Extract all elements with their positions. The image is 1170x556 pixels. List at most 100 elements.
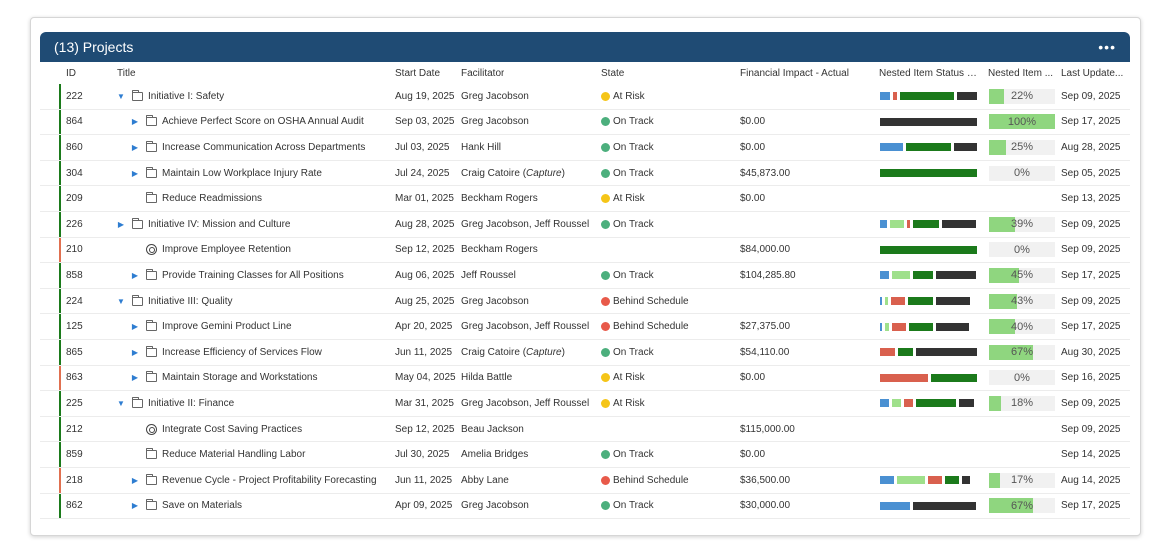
row-financial-impact: $0.00 bbox=[740, 193, 766, 205]
expand-caret-icon[interactable]: ▶ bbox=[131, 117, 139, 127]
table-row[interactable]: 859 Reduce Material Handling Labor Jul 30,… bbox=[40, 442, 1130, 468]
projects-header: (13) Projects ••• bbox=[40, 32, 1130, 62]
table-row[interactable]: 209 Reduce Readmissions Mar 01, 2025 Beckha… bbox=[40, 186, 1130, 212]
table-row[interactable]: 212 Integrate Cost Saving Practices Sep 12… bbox=[40, 416, 1130, 443]
progress-fill bbox=[989, 139, 1006, 155]
state-dot-icon bbox=[601, 270, 610, 280]
row-id: 226 bbox=[66, 218, 83, 230]
row-nested-pct-cell: 40% bbox=[989, 314, 1057, 339]
row-title-link[interactable]: Save on Materials bbox=[162, 500, 243, 512]
column-header-facilitator[interactable]: Facilitator bbox=[461, 67, 505, 79]
row-state-cell: At Risk bbox=[601, 366, 739, 391]
column-header-nested-pct[interactable]: Nested Item ... bbox=[988, 67, 1054, 79]
row-title-link[interactable]: Improve Employee Retention bbox=[162, 244, 291, 256]
row-start-date: Mar 31, 2025 bbox=[395, 397, 454, 409]
row-nested-pct-cell: 43% bbox=[989, 289, 1057, 314]
row-title-link[interactable]: Provide Training Classes for All Positio… bbox=[162, 269, 344, 281]
table-row[interactable]: 864 ▶ Achieve Perfect Score on OSHA Annual… bbox=[40, 109, 1130, 136]
column-header-title[interactable]: Title bbox=[117, 67, 136, 79]
folder-icon bbox=[132, 396, 143, 408]
expand-caret-icon[interactable]: ▶ bbox=[131, 142, 139, 152]
column-header-financial-impact[interactable]: Financial Impact - Actual bbox=[740, 67, 849, 79]
row-last-updated: Sep 16, 2025 bbox=[1061, 372, 1121, 384]
row-title-link[interactable]: Increase Communication Across Department… bbox=[162, 141, 366, 153]
collapse-caret-icon[interactable]: ▼ bbox=[117, 91, 125, 101]
row-title-link[interactable]: Maintain Storage and Workstations bbox=[162, 372, 318, 384]
row-title-link[interactable]: Reduce Readmissions bbox=[162, 193, 263, 205]
row-id: 218 bbox=[66, 474, 83, 486]
progress-fill bbox=[989, 472, 1001, 488]
table-row[interactable]: 860 ▶ Increase Communication Across Depart… bbox=[40, 135, 1130, 161]
expand-caret-icon[interactable]: ▶ bbox=[131, 168, 139, 178]
table-row[interactable]: 210 Improve Employee Retention Sep 12, 202… bbox=[40, 237, 1130, 264]
row-title-link[interactable]: Integrate Cost Saving Practices bbox=[162, 423, 303, 435]
row-status-bar bbox=[59, 442, 61, 467]
column-header-start-date[interactable]: Start Date bbox=[395, 67, 441, 79]
row-status-bar bbox=[59, 186, 61, 211]
table-row[interactable]: 222 ▼ Initiative I: Safety Aug 19, 2025 Greg… bbox=[40, 84, 1130, 110]
progress-bar: 25% bbox=[989, 139, 1055, 155]
column-header-last-updated[interactable]: Last Update... bbox=[1061, 67, 1124, 79]
expand-caret-icon[interactable]: ▶ bbox=[131, 501, 139, 511]
row-title-link[interactable]: Initiative III: Quality bbox=[148, 295, 233, 307]
progress-label: 43% bbox=[1010, 295, 1034, 308]
state-dot-icon bbox=[601, 91, 610, 101]
row-status-bar bbox=[59, 237, 61, 263]
collapse-caret-icon[interactable]: ▼ bbox=[117, 296, 125, 306]
row-title-link[interactable]: Revenue Cycle - Project Profitability Fo… bbox=[162, 474, 377, 486]
row-title-link[interactable]: Initiative II: Finance bbox=[148, 397, 235, 409]
row-title-link[interactable]: Initiative IV: Mission and Culture bbox=[148, 218, 291, 230]
row-nested-pct-cell: 67% bbox=[989, 494, 1057, 519]
status-segment bbox=[913, 220, 939, 229]
expand-caret-icon[interactable]: ▶ bbox=[131, 373, 139, 383]
status-segment bbox=[916, 348, 977, 357]
row-title-link[interactable]: Maintain Low Workplace Injury Rate bbox=[162, 167, 322, 179]
row-financial-impact: $0.00 bbox=[740, 372, 766, 384]
expand-caret-icon[interactable]: ▶ bbox=[117, 219, 125, 229]
table-row[interactable]: 863 ▶ Maintain Storage and Workstations May… bbox=[40, 365, 1130, 392]
row-facilitator: Amelia Bridges bbox=[461, 449, 529, 461]
row-title-link[interactable]: Reduce Material Handling Labor bbox=[162, 449, 306, 461]
table-row[interactable]: 865 ▶ Increase Efficiency of Services Flow… bbox=[40, 339, 1130, 366]
expand-caret-icon[interactable]: ▶ bbox=[131, 322, 139, 332]
expand-caret-icon[interactable]: ▶ bbox=[131, 270, 139, 280]
table-row[interactable]: 225 ▼ Initiative II: Finance Mar 31, 2025 Gr… bbox=[40, 391, 1130, 417]
row-start-date: Aug 25, 2025 bbox=[395, 295, 455, 307]
collapse-caret-icon[interactable]: ▼ bbox=[117, 398, 125, 408]
progress-label: 0% bbox=[1014, 371, 1030, 384]
row-title-link[interactable]: Achieve Perfect Score on OSHA Annual Aud… bbox=[162, 116, 364, 128]
table-row[interactable]: 224 ▼ Initiative III: Quality Aug 25, 2025 G… bbox=[40, 288, 1130, 315]
row-financial-impact: $104,285.80 bbox=[740, 269, 796, 281]
row-start-date: Mar 01, 2025 bbox=[395, 193, 454, 205]
row-financial-impact bbox=[740, 212, 878, 237]
table-row[interactable]: 858 ▶ Provide Training Classes for All Pos… bbox=[40, 263, 1130, 289]
column-header-id[interactable]: ID bbox=[66, 67, 76, 79]
column-header-nested-status[interactable]: Nested Item Status B... bbox=[879, 67, 981, 79]
row-facilitator-cell: Hank Hill bbox=[461, 135, 599, 160]
facilitator-paren-close: ) bbox=[561, 167, 565, 179]
row-last-updated: Sep 09, 2025 bbox=[1061, 90, 1121, 102]
row-title-link[interactable]: Improve Gemini Product Line bbox=[162, 321, 292, 333]
expand-caret-icon[interactable]: ▶ bbox=[131, 347, 139, 357]
status-segment bbox=[945, 476, 959, 485]
table-row[interactable]: 226 ▶ Initiative IV: Mission and Culture Au… bbox=[40, 211, 1130, 238]
row-financial-impact: $84,000.00 bbox=[740, 244, 791, 256]
column-header-state[interactable]: State bbox=[601, 67, 625, 79]
row-title-link[interactable]: Increase Efficiency of Services Flow bbox=[162, 346, 322, 358]
more-options-icon[interactable]: ••• bbox=[1098, 39, 1116, 55]
expand-caret-icon[interactable]: ▶ bbox=[131, 475, 139, 485]
table-row[interactable]: 125 ▶ Improve Gemini Product Line Apr 20, 2… bbox=[40, 314, 1130, 340]
status-segment bbox=[954, 143, 977, 152]
row-facilitator-cell: Craig Catoire (Capture) bbox=[461, 161, 599, 186]
row-start-date: Jul 03, 2025 bbox=[395, 141, 450, 153]
table-row[interactable]: 862 ▶ Save on Materials Apr 09, 2025 Greg Ja… bbox=[40, 493, 1130, 520]
progress-label: 100% bbox=[1007, 115, 1037, 128]
row-title-link[interactable]: Initiative I: Safety bbox=[148, 90, 225, 102]
table-row[interactable]: 218 ▶ Revenue Cycle - Project Profitabilit… bbox=[40, 467, 1130, 494]
folder-icon bbox=[132, 294, 143, 306]
progress-fill bbox=[989, 267, 1019, 283]
row-state: On Track bbox=[613, 141, 654, 153]
table-row[interactable]: 304 ▶ Maintain Low Workplace Injury Rate Ju… bbox=[40, 160, 1130, 187]
row-start-date: Jun 11, 2025 bbox=[395, 346, 453, 358]
state-dot-icon bbox=[601, 501, 610, 511]
